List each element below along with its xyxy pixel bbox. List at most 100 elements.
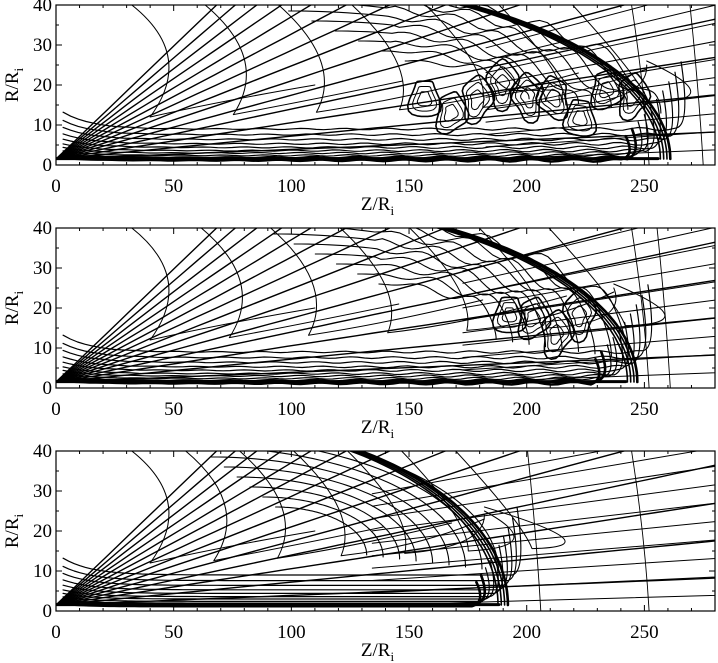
ambient-line bbox=[371, 484, 715, 532]
cocoon-contour bbox=[381, 50, 547, 102]
jet-contour bbox=[62, 517, 517, 582]
cocoon-contour bbox=[314, 253, 547, 348]
ambient-arc bbox=[656, 228, 671, 388]
jet-contour bbox=[62, 329, 624, 376]
cocoon-lobe bbox=[346, 451, 485, 554]
field-line bbox=[56, 5, 448, 160]
vortex-contour bbox=[618, 72, 652, 122]
field-line bbox=[56, 5, 283, 160]
vortex-contour bbox=[465, 81, 490, 118]
x-tick-label: 0 bbox=[51, 622, 61, 643]
field-line bbox=[56, 5, 348, 160]
vortex-contour bbox=[435, 91, 470, 135]
vortex-contour bbox=[406, 80, 443, 118]
y-tick-label: 0 bbox=[43, 601, 53, 622]
jet-contour bbox=[62, 527, 513, 586]
vortex-contour bbox=[572, 110, 588, 126]
contour-lines bbox=[56, 451, 715, 611]
vortex-contour bbox=[571, 305, 588, 328]
cocoon-lobe bbox=[130, 228, 316, 341]
field-line bbox=[56, 228, 283, 383]
x-axis-label: Z/Ri bbox=[361, 194, 395, 218]
ambient-line bbox=[485, 77, 715, 111]
x-tick-label: 200 bbox=[512, 176, 541, 197]
panel-1: 0 50 100 150 200 250 0 10 20 30 40 Z/Ri R/Ri bbox=[2, 0, 716, 218]
cocoon-lobe bbox=[130, 5, 316, 118]
field-line bbox=[56, 279, 715, 383]
ambient-line bbox=[371, 465, 715, 520]
bow-shock bbox=[435, 228, 629, 383]
bow-shock bbox=[351, 451, 503, 606]
jet-contour bbox=[62, 61, 686, 132]
field-line bbox=[56, 451, 258, 606]
ambient-line bbox=[485, 22, 715, 74]
ambient-arc bbox=[631, 451, 650, 611]
y-tick-label: 10 bbox=[33, 561, 52, 582]
ambient-arc bbox=[689, 5, 704, 165]
jet-contour bbox=[62, 536, 508, 591]
x-tick-label: 50 bbox=[164, 622, 183, 643]
vortex-contour bbox=[490, 66, 516, 105]
field-line bbox=[56, 451, 627, 606]
field-line bbox=[56, 228, 448, 383]
x-tick-label: 250 bbox=[630, 176, 659, 197]
cocoon-lobe bbox=[269, 228, 484, 336]
vortex-contour bbox=[412, 86, 438, 112]
vortex-contour bbox=[517, 296, 552, 341]
jet-contour bbox=[62, 507, 522, 576]
cocoon-contour bbox=[275, 506, 368, 556]
bow-shock bbox=[441, 228, 635, 383]
x-tick-label: 200 bbox=[512, 622, 541, 643]
jet-contour bbox=[62, 106, 655, 153]
field-line bbox=[56, 451, 218, 606]
field-line bbox=[56, 131, 715, 160]
y-tick-label: 0 bbox=[43, 378, 53, 399]
jet-contour bbox=[62, 114, 649, 155]
vortex-contour bbox=[494, 74, 511, 97]
y-axis-label: R/Ri bbox=[2, 291, 26, 326]
field-line bbox=[56, 5, 313, 160]
field-line bbox=[56, 228, 218, 383]
vortex-contour bbox=[561, 99, 597, 138]
field-line bbox=[56, 451, 313, 606]
x-tick-label: 250 bbox=[630, 622, 659, 643]
field-line bbox=[56, 502, 715, 606]
cocoon-lobe bbox=[204, 5, 404, 116]
vortex-contour bbox=[469, 89, 485, 111]
ambient-line bbox=[485, 113, 715, 135]
cocoon-contour bbox=[447, 5, 662, 114]
cocoon-contour bbox=[315, 451, 483, 570]
vortex-contour bbox=[594, 75, 620, 105]
x-tick-label: 0 bbox=[51, 399, 61, 420]
y-tick-label: 30 bbox=[33, 481, 52, 502]
cocoon-lobe bbox=[184, 451, 384, 562]
vortex-contour bbox=[599, 81, 615, 99]
jet-contour bbox=[62, 98, 661, 150]
field-line bbox=[56, 228, 392, 383]
vortex-contour bbox=[439, 97, 464, 128]
ambient-line bbox=[462, 317, 715, 346]
vortex-contour bbox=[520, 87, 536, 109]
bow-shock bbox=[442, 228, 639, 384]
vortex-contour bbox=[545, 88, 561, 108]
x-tick-label: 200 bbox=[512, 399, 541, 420]
x-axis-label: Z/Ri bbox=[361, 640, 395, 663]
cocoon-contour bbox=[210, 456, 450, 566]
field-line bbox=[56, 5, 218, 160]
ambient-line bbox=[485, 58, 715, 98]
vortex-contour bbox=[485, 58, 521, 113]
cocoon-lobe bbox=[200, 228, 400, 339]
ambient-line bbox=[485, 5, 650, 49]
field-line bbox=[56, 540, 715, 606]
x-tick-label: 150 bbox=[395, 399, 424, 420]
field-line bbox=[56, 228, 313, 383]
vortex-contour bbox=[622, 79, 646, 114]
field-line bbox=[56, 451, 237, 606]
cocoon-contour bbox=[272, 233, 580, 353]
x-tick-label: 0 bbox=[51, 176, 61, 197]
field-line bbox=[56, 228, 237, 383]
field-line bbox=[56, 228, 258, 383]
ambient-line bbox=[462, 354, 715, 371]
jet-contour bbox=[61, 134, 631, 163]
cocoon-lobe bbox=[130, 451, 316, 564]
